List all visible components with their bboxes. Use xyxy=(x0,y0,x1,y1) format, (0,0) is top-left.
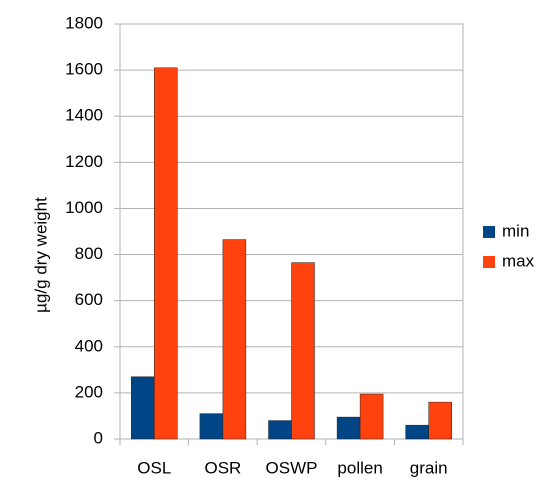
y-tick-label: 1400 xyxy=(65,106,103,125)
bar xyxy=(428,401,452,440)
bar xyxy=(336,416,361,440)
legend-label: min xyxy=(502,221,529,240)
y-axis-label: µg/g dry weight xyxy=(31,197,50,313)
x-tick-label: grain xyxy=(410,458,448,477)
y-tick-label: 400 xyxy=(75,336,103,355)
bar xyxy=(359,393,384,440)
x-tick-label: OSWP xyxy=(266,458,318,477)
x-tick-label: OSL xyxy=(137,458,171,477)
y-tick-label: 0 xyxy=(94,428,103,447)
y-tick-label: 1200 xyxy=(65,152,103,171)
bar xyxy=(291,262,315,440)
y-tick-label: 600 xyxy=(75,290,103,309)
y-tick-label: 1800 xyxy=(65,13,103,32)
y-tick-label: 200 xyxy=(75,382,103,401)
y-tick-label: 1600 xyxy=(65,60,103,79)
legend-swatch xyxy=(483,226,495,238)
x-tick-label: OSR xyxy=(204,458,241,477)
legend-swatch xyxy=(483,256,495,268)
bar xyxy=(405,424,429,440)
x-tick-label: pollen xyxy=(337,458,382,477)
bar xyxy=(199,413,224,440)
bar xyxy=(154,67,178,440)
bar xyxy=(268,420,292,440)
legend-label: max xyxy=(502,251,535,270)
bar xyxy=(222,239,247,440)
y-tick-label: 800 xyxy=(75,244,103,263)
bar xyxy=(131,376,155,440)
y-tick-label: 1000 xyxy=(65,198,103,217)
